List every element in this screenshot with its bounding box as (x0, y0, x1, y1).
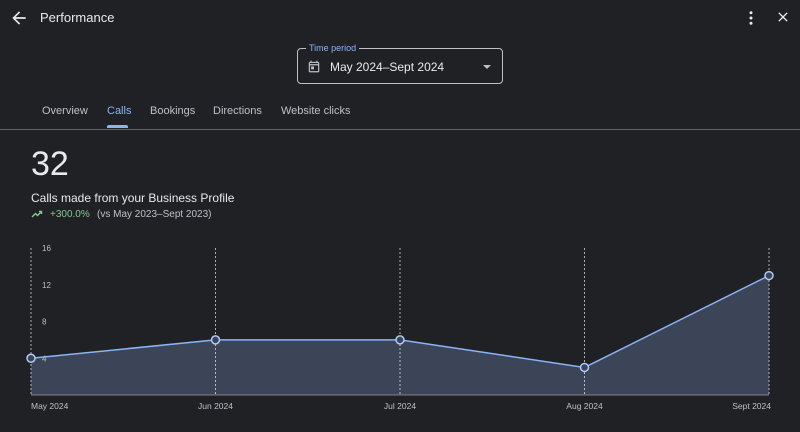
trending-up-icon (31, 210, 43, 218)
x-tick-label: Jun 2024 (198, 401, 233, 411)
y-tick-label: 12 (42, 281, 51, 290)
arrow-drop-down-icon (483, 65, 491, 69)
tab-directions[interactable]: Directions (213, 105, 262, 117)
calls-total: 32 (31, 145, 69, 183)
tab-bookings[interactable]: Bookings (150, 105, 196, 117)
active-tab-indicator (107, 125, 128, 128)
arrow-back-icon[interactable] (9, 8, 29, 28)
x-tick-label: Aug 2024 (566, 401, 603, 411)
data-point (579, 362, 590, 373)
x-tick-label: Sept 2024 (732, 401, 771, 411)
time-period-value: May 2024–Sept 2024 (330, 60, 445, 74)
percent-change: +300.0% (50, 209, 90, 220)
page-title: Performance (40, 10, 115, 25)
time-period-label: Time period (306, 42, 360, 54)
data-point (395, 335, 405, 345)
data-point (210, 335, 221, 345)
more-vert-icon[interactable] (742, 9, 760, 27)
top-bar: Performance (0, 0, 800, 36)
tab-overview[interactable]: Overview (42, 105, 88, 117)
comparison-period: (vs May 2023–Sept 2023) (97, 209, 212, 220)
calls-description: Calls made from your Business Profile (31, 191, 235, 205)
tab-website-clicks[interactable]: Website clicks (281, 105, 351, 117)
y-tick-label: 8 (42, 318, 47, 327)
tab-calls[interactable]: Calls (107, 105, 132, 117)
data-point (764, 270, 774, 281)
metric-tabs: Overview Calls Bookings Directions Websi… (0, 100, 800, 130)
y-tick-label: 4 (42, 354, 47, 363)
x-tick-label: May 2024 (31, 401, 69, 411)
calls-area-chart: 4 8 12 16 May 2024 Jun 2024 Jul 2024 Aug 2024 Se… (26, 244, 774, 411)
calendar-icon (308, 60, 320, 73)
y-tick-label: 16 (42, 244, 51, 253)
time-period-select[interactable]: Time period May 2024–Sept 2024 (297, 42, 503, 84)
close-icon[interactable] (775, 9, 791, 25)
data-point (26, 353, 36, 363)
x-tick-label: Jul 2024 (384, 401, 416, 411)
